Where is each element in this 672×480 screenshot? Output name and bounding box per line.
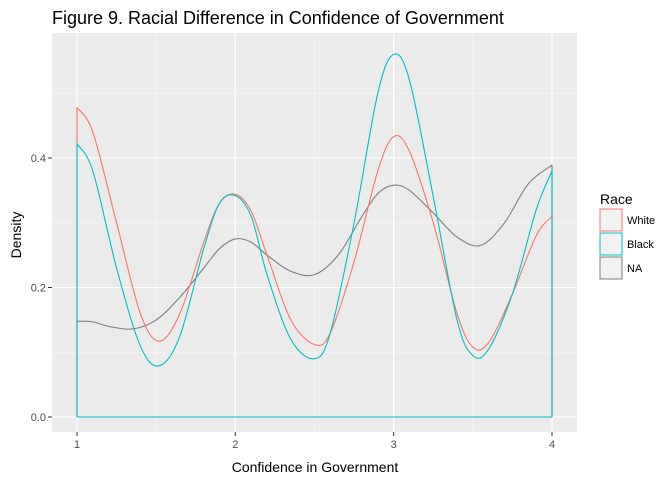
legend: Race White Black NA — [599, 191, 655, 280]
x-tick-label: 1 — [74, 439, 80, 451]
legend-label: NA — [627, 263, 643, 275]
x-tick-label: 2 — [232, 439, 238, 451]
legend-key — [599, 256, 623, 280]
x-tick-label: 3 — [391, 439, 397, 451]
minor-gridlines — [52, 33, 577, 432]
density-curve-black — [76, 53, 553, 418]
density-curves — [76, 53, 553, 418]
x-axis-title: Confidence in Government — [232, 459, 399, 475]
x-tick-label: 4 — [549, 439, 555, 451]
density-curve-na — [76, 164, 553, 418]
legend-label: Black — [627, 239, 654, 251]
legend-key — [599, 208, 623, 232]
legend-item-na: NA — [599, 256, 643, 280]
chart-title: Figure 9. Racial Difference in Confidenc… — [52, 8, 504, 28]
density-curve-white — [76, 106, 553, 418]
y-axis-title: Density — [8, 212, 24, 259]
legend-item-black: Black — [599, 232, 654, 256]
legend-title: Race — [600, 191, 633, 207]
y-axis-ticks: 0.0 0.2 0.4 — [31, 153, 52, 424]
legend-item-white: White — [599, 208, 655, 232]
x-axis-ticks: 1 2 3 4 — [74, 432, 555, 451]
y-tick-label: 0.2 — [31, 283, 46, 295]
legend-label: White — [627, 215, 655, 227]
y-tick-label: 0.4 — [31, 153, 46, 165]
y-tick-label: 0.0 — [31, 412, 46, 424]
legend-key — [599, 232, 623, 256]
